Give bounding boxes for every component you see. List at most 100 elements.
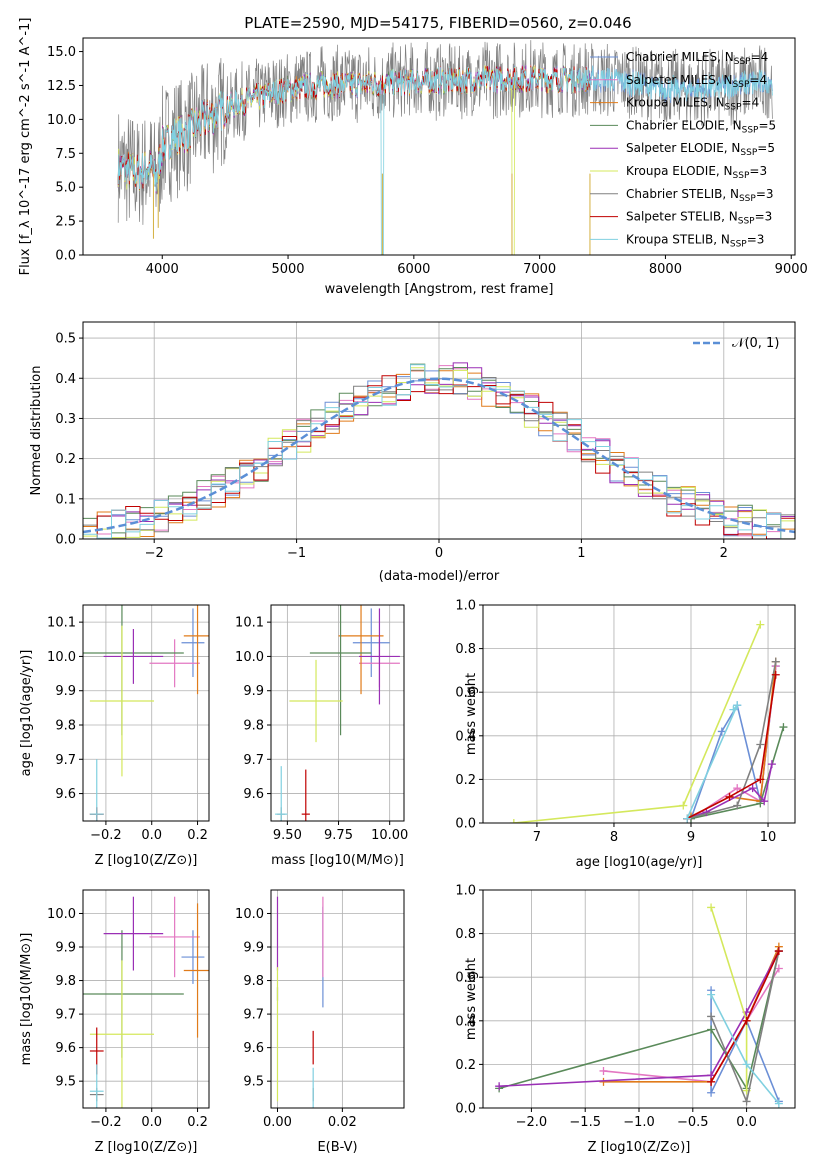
- spectrum-plot-area: [117, 40, 773, 255]
- weight-vs-age-xtick-label-2: 9: [687, 830, 695, 845]
- weight-vs-Z-xtick-label-1: −1.5: [569, 1115, 601, 1130]
- residuals-plot-area: [83, 322, 795, 539]
- mass-vs-Z-ytick-label-0: 9.5: [55, 1075, 76, 1090]
- weight-vs-Z-marker-6-1: [742, 1097, 751, 1106]
- weight-vs-Z-ytick-label-4: 0.8: [455, 927, 476, 942]
- spectrum-xtick-label-4: 8000: [649, 262, 682, 277]
- mass-vs-Z-xtick-label-1: 0.0: [141, 1115, 162, 1130]
- mass-vs-EBV-plot-area: [271, 890, 404, 1108]
- spectrum-ytick-label-4: 10.0: [47, 113, 76, 128]
- weight-vs-Z-ytick-label-0: 0.0: [455, 1102, 476, 1117]
- age-vs-Z-ytick-label-2: 9.8: [55, 719, 76, 734]
- weight-vs-age-marker-7-1: [725, 792, 734, 801]
- weight-vs-Z-ylabel: mass weight: [464, 958, 479, 1040]
- age-vs-Z-xtick-label-1: 0.0: [141, 828, 162, 843]
- age-vs-mass-xtick-label-1: 9.75: [324, 828, 353, 843]
- age-vs-Z-xtick-label-0: −0.2: [90, 828, 122, 843]
- spectrum-legend-entry-8: Kroupa STELIB, NSSP=3: [626, 232, 764, 249]
- spectrum-legend-entry-0: Chabrier MILES, NSSP=4: [626, 50, 768, 67]
- weight-vs-Z-series-4: [499, 950, 780, 1087]
- age-vs-Z-ytick-label-3: 9.9: [55, 684, 76, 699]
- residuals-xtick-label-1: −1: [287, 546, 306, 561]
- spectrum-legend-entry-2: Kroupa MILES, NSSP=4: [626, 96, 759, 113]
- weight-vs-age-series-6: [686, 661, 777, 820]
- mass-vs-Z-ylabel: mass [log10(M/M⊙)]: [19, 933, 34, 1066]
- weight-vs-Z-xlabel: Z [log10(Z/Z⊙)]: [588, 1140, 691, 1155]
- weight-vs-Z-series-0: [710, 990, 780, 1102]
- mass-vs-EBV-frame: [270, 889, 405, 1109]
- weight-vs-age-ytick-label-1: 0.2: [455, 773, 476, 788]
- spectrum-ytick-label-5: 12.5: [47, 79, 76, 94]
- weight-vs-age-series-8: [686, 704, 738, 819]
- weight-vs-age-xtick-label-3: 10: [760, 830, 777, 845]
- mass-vs-Z-ytick-label-2: 9.7: [55, 1008, 76, 1023]
- age-vs-mass-ytick-label-0: 9.6: [243, 787, 264, 802]
- weight-vs-Z-xtick-label-3: −0.5: [677, 1115, 709, 1130]
- weight-vs-age-panel: 7 8 9 10 0.0 0.2 0.4 0.6 0.8 1.0 age [log10(age/yr…: [455, 599, 796, 870]
- mass-vs-Z-ytick-label-5: 10.0: [47, 907, 76, 922]
- mass-vs-EBV-ytick-label-0: 9.5: [243, 1075, 264, 1090]
- spectrum-xlabel: wavelength [Angstrom, rest frame]: [325, 282, 554, 297]
- mass-vs-EBV-xtick-label-0: 0.00: [263, 1115, 292, 1130]
- weight-vs-Z-panel: −2.0 −1.5 −1.0 −0.5 0.0 0.0 0.2 0.4 0.6 0.8 1.0 Z […: [455, 884, 796, 1155]
- residuals-legend-label: 𝒩(0, 1): [732, 336, 779, 351]
- residuals-ytick-label-2: 0.2: [55, 452, 76, 467]
- age-vs-mass-ytick-label-4: 10.0: [235, 650, 264, 665]
- spectrum-ytick-label-0: 0.0: [55, 249, 76, 264]
- residuals-ytick-label-4: 0.4: [55, 372, 76, 387]
- residual-hist-chabrier-elodie: [83, 363, 795, 539]
- age-vs-Z-ytick-label-5: 10.1: [47, 616, 76, 631]
- spectrum-xtick-label-2: 6000: [397, 262, 430, 277]
- weight-vs-Z-marker-3-1: [707, 1025, 716, 1034]
- residuals-xtick-label-3: 1: [577, 546, 585, 561]
- weight-vs-Z-marker-1-0: [599, 1066, 608, 1075]
- weight-vs-age-marker-6-2: [756, 740, 765, 749]
- weight-vs-age-frame: [482, 604, 796, 824]
- weight-vs-age-marker-0-1: [717, 727, 726, 736]
- spectrum-legend-entry-3: Chabrier ELODIE, NSSP=5: [626, 118, 776, 135]
- residuals-panel: −2 −1 0 1 2 0.0 0.1 0.2 0.3 0.4 0.5 𝒩(0, 1) (data-mo…: [29, 321, 796, 584]
- residuals-ytick-label-3: 0.3: [55, 412, 76, 427]
- weight-vs-age-ytick-label-3: 0.6: [455, 686, 476, 701]
- mass-vs-EBV-xlabel: E(B-V): [317, 1140, 357, 1155]
- mass-vs-Z-ytick-label-4: 9.9: [55, 941, 76, 956]
- weight-vs-age-plot-area: [483, 605, 795, 823]
- mass-vs-EBV-ytick-label-5: 10.0: [235, 907, 264, 922]
- weight-vs-age-xtick-label-0: 7: [533, 830, 541, 845]
- weight-vs-Z-frame: [482, 889, 796, 1109]
- weight-vs-Z-marker-7-0: [707, 1077, 716, 1086]
- age-vs-mass-panel: 9.50 9.75 10.00 9.6 9.7 9.8 9.9 10.0 10.1 mass [l…: [235, 604, 408, 868]
- age-vs-mass-xtick-label-2: 10.00: [371, 828, 408, 843]
- age-vs-Z-xtick-label-2: 0.2: [187, 828, 208, 843]
- spectrum-legend-entry-6: Chabrier STELIB, NSSP=3: [626, 187, 774, 204]
- weight-vs-Z-marker-7-2: [774, 947, 783, 956]
- weight-vs-age-ytick-label-2: 0.4: [455, 729, 476, 744]
- spectrum-ytick-label-1: 2.5: [55, 215, 76, 230]
- weight-vs-age-marker-6-1: [733, 801, 742, 810]
- weight-vs-age-ytick-label-4: 0.8: [455, 642, 476, 657]
- spectrum-legend-entry-1: Salpeter MILES, NSSP=4: [626, 73, 767, 90]
- age-vs-Z-ylabel: age [log10(age/yr)]: [19, 650, 34, 777]
- weight-vs-age-xlabel: age [log10(age/yr)]: [576, 855, 703, 870]
- weight-vs-age-ylabel: mass weight: [464, 673, 479, 755]
- mass-vs-EBV-ytick-label-4: 9.9: [243, 941, 264, 956]
- weight-vs-age-marker-3-2: [779, 723, 788, 732]
- weight-vs-Z-series-5: [710, 907, 748, 1091]
- residuals-ytick-label-5: 0.5: [55, 332, 76, 347]
- weight-vs-Z-ytick-label-5: 1.0: [455, 884, 476, 899]
- weight-vs-age-marker-7-2: [756, 775, 765, 784]
- mass-vs-Z-xtick-label-2: 0.2: [187, 1115, 208, 1130]
- mass-vs-Z-frame: [82, 889, 210, 1109]
- weight-vs-Z-marker-0-1: [707, 1088, 716, 1097]
- figure-title: PLATE=2590, MJD=54175, FIBERID=0560, z=0…: [244, 14, 631, 32]
- weight-vs-age-marker-5-2: [756, 620, 765, 629]
- weight-vs-Z-marker-1-3: [774, 964, 783, 973]
- weight-vs-Z-marker-5-0: [707, 903, 716, 912]
- weight-vs-age-marker-6-3: [771, 657, 780, 666]
- spectrum-xtick-label-0: 4000: [146, 262, 179, 277]
- weight-vs-Z-xtick-label-4: 0.0: [736, 1115, 757, 1130]
- weight-vs-age-ytick-label-5: 1.0: [455, 599, 476, 614]
- residuals-frame: [82, 321, 796, 540]
- normal-curve: [83, 377, 795, 534]
- age-vs-mass-ytick-label-5: 10.1: [235, 616, 264, 631]
